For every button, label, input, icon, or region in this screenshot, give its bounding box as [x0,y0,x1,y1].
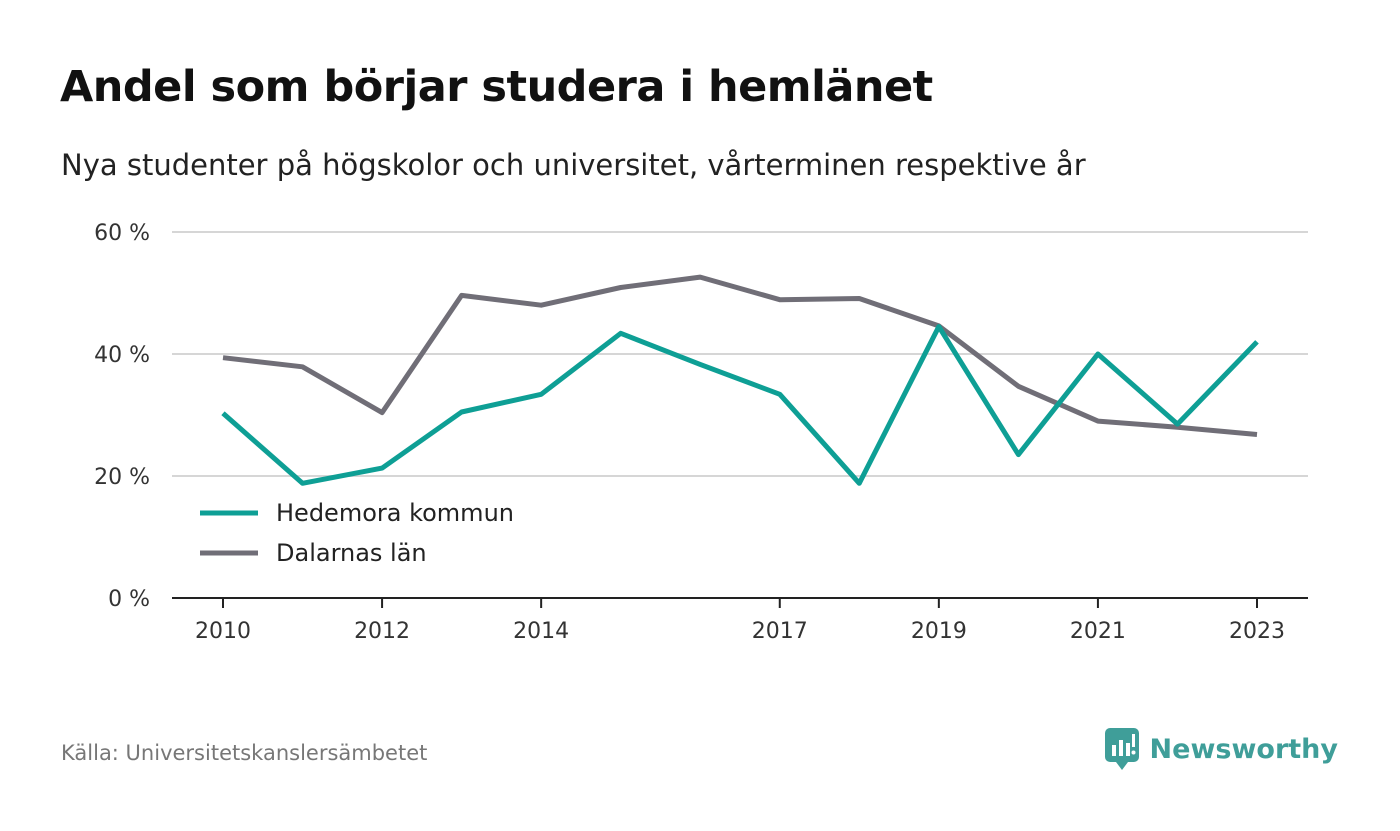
y-tick-label: 60 % [94,221,150,246]
x-tick-label: 2014 [513,619,569,644]
newsworthy-logo-icon [1104,728,1139,770]
chart-subtitle: Nya studenter på högskolor och universit… [61,148,1086,182]
x-tick-label: 2010 [195,619,251,644]
x-tick-label: 2019 [911,619,967,644]
line-chart: 0 % 20 % 40 % 60 % 2010 2012 2014 2017 2019 2021 2… [94,221,1308,644]
legend-label: Hedemora kommun [276,499,514,527]
x-tick-label: 2021 [1070,619,1126,644]
legend-label: Dalarnas län [276,539,427,567]
source-note: Källa: Universitetskanslersämbetet [61,741,428,765]
brand-logo: Newsworthy [1104,727,1338,771]
series-line-hedemora [221,324,1259,486]
series-line-dalarna [222,274,1258,437]
x-tick-label: 2017 [752,619,808,644]
y-tick-label: 40 % [94,343,150,368]
x-tick-label: 2012 [354,619,410,644]
y-tick-label: 0 % [108,587,150,612]
y-tick-label: 20 % [94,465,150,490]
chart-title: Andel som börjar studera i hemlänet [60,62,933,112]
brand-name: Newsworthy [1149,733,1338,765]
x-tick-label: 2023 [1229,619,1285,644]
